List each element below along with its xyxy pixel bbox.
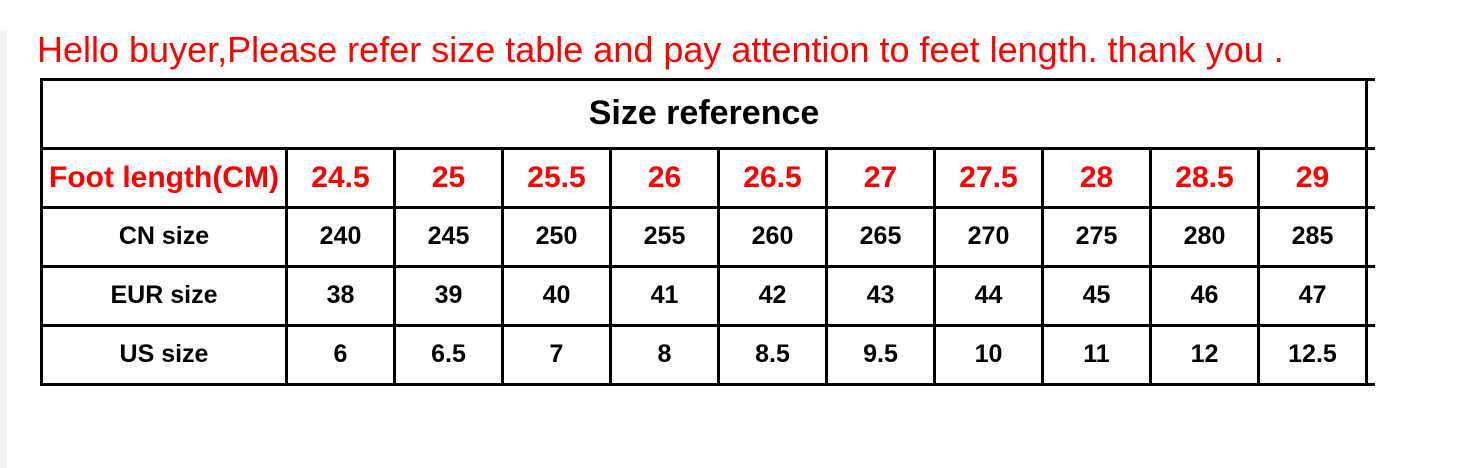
table-cell: 25 (393, 146, 504, 209)
table-cell: 285 (1257, 205, 1368, 268)
table-cell: 39 (393, 264, 504, 327)
table-cell: 260 (717, 205, 828, 268)
table-cell: 27.5 (933, 146, 1044, 209)
row-label-foot-length: Foot length(CM) (40, 146, 288, 209)
table-cell: 27 (825, 146, 936, 209)
table-cell: 280 (1149, 205, 1260, 268)
table-cell: 275 (1041, 205, 1152, 268)
table-row-us-size: US size 6 6.5 7 8 8.5 9.5 10 11 12 12.5 (40, 323, 1375, 386)
table-edge-stub (1365, 323, 1375, 386)
table-cell: 44 (933, 264, 1044, 327)
seller-notice-text: Hello buyer,Please refer size table and … (37, 29, 1284, 70)
table-title: Size reference (40, 77, 1368, 150)
table-cell: 42 (717, 264, 828, 327)
table-cell: 10 (933, 323, 1044, 386)
table-cell: 250 (501, 205, 612, 268)
row-label-us-size: US size (40, 323, 288, 386)
row-label-cn-size: CN size (40, 205, 288, 268)
table-edge-stub (1365, 264, 1375, 327)
table-cell: 8.5 (717, 323, 828, 386)
table-cell: 6 (285, 323, 396, 386)
table-cell: 8 (609, 323, 720, 386)
table-edge-stub (1365, 146, 1375, 209)
table-row-foot-length: Foot length(CM) 24.5 25 25.5 26 26.5 27 … (40, 146, 1375, 209)
table-cell: 12.5 (1257, 323, 1368, 386)
table-cell: 12 (1149, 323, 1260, 386)
table-edge-stub (1365, 77, 1375, 150)
table-cell: 28 (1041, 146, 1152, 209)
table-cell: 9.5 (825, 323, 936, 386)
table-cell: 29 (1257, 146, 1368, 209)
table-cell: 46 (1149, 264, 1260, 327)
table-cell: 26 (609, 146, 720, 209)
table-cell: 25.5 (501, 146, 612, 209)
size-reference-table: Size reference Foot length(CM) 24.5 25 2… (40, 77, 1375, 386)
table-cell: 24.5 (285, 146, 396, 209)
table-cell: 43 (825, 264, 936, 327)
table-cell: 270 (933, 205, 1044, 268)
table-cell: 7 (501, 323, 612, 386)
table-cell: 245 (393, 205, 504, 268)
table-cell: 38 (285, 264, 396, 327)
table-cell: 6.5 (393, 323, 504, 386)
table-cell: 40 (501, 264, 612, 327)
table-cell: 41 (609, 264, 720, 327)
table-title-row: Size reference (40, 77, 1375, 150)
table-cell: 255 (609, 205, 720, 268)
table-cell: 28.5 (1149, 146, 1260, 209)
table-cell: 26.5 (717, 146, 828, 209)
table-cell: 45 (1041, 264, 1152, 327)
table-cell: 265 (825, 205, 936, 268)
row-label-eur-size: EUR size (40, 264, 288, 327)
table-row-cn-size: CN size 240 245 250 255 260 265 270 275 … (40, 205, 1375, 268)
table-edge-stub (1365, 205, 1375, 268)
table-row-eur-size: EUR size 38 39 40 41 42 43 44 45 46 47 (40, 264, 1375, 327)
page-left-edge (0, 30, 7, 468)
table-cell: 47 (1257, 264, 1368, 327)
table-cell: 240 (285, 205, 396, 268)
table-cell: 11 (1041, 323, 1152, 386)
